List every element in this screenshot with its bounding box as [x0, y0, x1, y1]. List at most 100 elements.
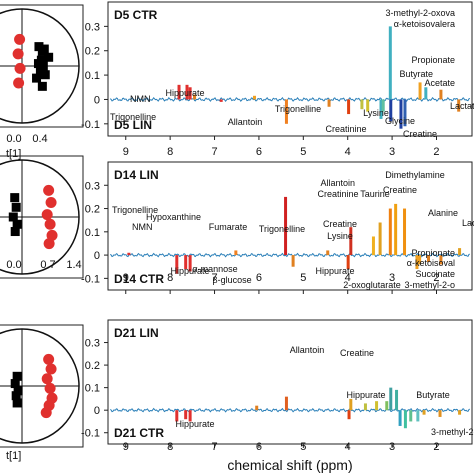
metabolite-annotation: Allantoin	[320, 178, 355, 188]
y-tick-label: 0	[94, 94, 100, 106]
score-point-circle	[44, 382, 56, 394]
group-label-bottom: D21 CTR	[114, 426, 164, 440]
group-label-top: D21 LIN	[114, 326, 159, 340]
y-tick-label: 0.3	[85, 21, 100, 33]
y-tick-label: 0.1	[85, 70, 100, 82]
score-point-square	[33, 59, 43, 69]
spectrum-frame-D21	[107, 319, 473, 445]
x-tick-label: 4	[345, 146, 351, 158]
score-point-circle	[43, 238, 55, 250]
score-point-square	[34, 42, 44, 52]
score-x-tick: 0.4	[32, 133, 47, 145]
metabolite-annotation: Taurine	[360, 189, 390, 199]
score-x-tick: 0.7	[40, 259, 55, 271]
metabolite-annotation: Hippurate	[175, 419, 214, 429]
metabolite-annotation: 3-methyl-2-oxova	[385, 8, 455, 18]
x-tick-label: 6	[256, 441, 262, 453]
x-tick-label: 7	[211, 441, 217, 453]
metabolite-annotation: Hippurate	[315, 266, 354, 276]
score-point-circle	[45, 196, 57, 208]
spectrum-frame-D5	[107, 1, 473, 137]
score-point-square	[12, 219, 22, 229]
x-tick-label: 8	[167, 146, 173, 158]
x-axis-label: chemical shift (ppm)	[227, 457, 352, 473]
score-point-circle	[12, 48, 24, 60]
metabolite-annotation: Creatine	[340, 348, 374, 358]
metabolite-annotation: Lysine	[327, 231, 353, 241]
metabolite-annotation: Alanine	[428, 208, 458, 218]
x-tick-label: 2	[433, 272, 439, 284]
score-point-square	[13, 386, 23, 396]
x-tick-label: 3	[389, 146, 395, 158]
score-point-square	[10, 379, 20, 389]
x-tick-label: 9	[123, 441, 129, 453]
x-tick-label: 9	[123, 272, 129, 284]
metabolite-annotation: α-mannose	[192, 264, 237, 274]
score-point-square	[10, 193, 20, 203]
score-point-square	[35, 66, 45, 76]
x-tick-label: 5	[300, 272, 306, 284]
score-x-tick: 0.0	[6, 259, 21, 271]
score-x-label: t[1]	[6, 148, 21, 160]
score-point-square	[40, 70, 50, 80]
y-tick-label: -0.1	[81, 273, 100, 285]
x-tick-label: 5	[300, 146, 306, 158]
score-frame	[0, 324, 84, 448]
x-tick-label: 7	[211, 272, 217, 284]
spectrum-baseline	[109, 407, 471, 413]
metabolite-annotation: Creatinine	[317, 189, 358, 199]
score-point-square	[37, 81, 47, 91]
x-tick-label: 4	[345, 272, 351, 284]
metabolite-annotation: Dimethylamine	[385, 170, 445, 180]
metabolite-annotation: Lactat	[450, 101, 474, 111]
metabolite-annotation: Fumarate	[209, 222, 248, 232]
score-point-circle	[40, 407, 52, 419]
metabolite-annotation: NMN	[130, 94, 151, 104]
x-tick-label: 6	[256, 146, 262, 158]
x-tick-label: 3	[389, 272, 395, 284]
score-point-square	[12, 371, 22, 381]
score-point-circle	[14, 62, 26, 74]
metabolite-annotation: Butyrate	[416, 390, 450, 400]
metabolite-annotation: α-ketoisovalera	[394, 19, 455, 29]
score-point-square	[44, 52, 54, 62]
score-x-tick: 1.4	[66, 259, 81, 271]
x-tick-label: 7	[211, 146, 217, 158]
metabolite-annotation: Propionate	[411, 55, 455, 65]
metabolite-annotation: Succinate	[415, 269, 455, 279]
metabolite-annotation: Hippurate	[165, 88, 204, 98]
metabolite-annotation: Creatine	[323, 219, 357, 229]
group-label-bottom: D5 LIN	[114, 118, 152, 132]
metabolite-annotation: Creatine	[383, 185, 417, 195]
metabolite-annotation: NMN	[132, 222, 153, 232]
metabolite-annotation: Trigonelline	[112, 205, 158, 215]
metabolite-annotation: Allantoin	[290, 345, 325, 355]
score-point-circle	[45, 363, 57, 375]
x-tick-label: 8	[167, 272, 173, 284]
score-point-square	[12, 398, 22, 408]
metabolite-annotation: Glycine	[385, 116, 415, 126]
metabolite-annotation: Propionate	[411, 248, 455, 258]
score-point-circle	[13, 77, 25, 89]
x-tick-label: 4	[345, 441, 351, 453]
metabolite-annotation: Hippurate	[170, 266, 209, 276]
metabolite-annotation: Lysine	[363, 108, 389, 118]
group-label-bottom: D14 CTR	[114, 272, 164, 286]
metabolite-annotation: Hypoxanthine	[146, 212, 201, 222]
y-tick-label: 0	[94, 405, 100, 417]
score-x-tick: 0.0	[6, 133, 21, 145]
score-point-square	[32, 73, 42, 83]
x-tick-label: 5	[300, 441, 306, 453]
metabolite-annotation: Lac	[462, 218, 474, 228]
metabolite-annotation: Acetate	[424, 78, 455, 88]
y-tick-label: -0.1	[81, 428, 100, 440]
x-tick-label: 2	[433, 441, 439, 453]
metabolite-annotation: β-glucose	[212, 275, 251, 285]
y-tick-label: 0.2	[85, 204, 100, 216]
score-point-square	[38, 61, 48, 71]
score-point-circle	[43, 184, 55, 196]
score-point-circle	[41, 209, 53, 221]
score-point-square	[10, 227, 20, 237]
metabolite-annotation: 3-methyl-2-o	[404, 280, 455, 290]
